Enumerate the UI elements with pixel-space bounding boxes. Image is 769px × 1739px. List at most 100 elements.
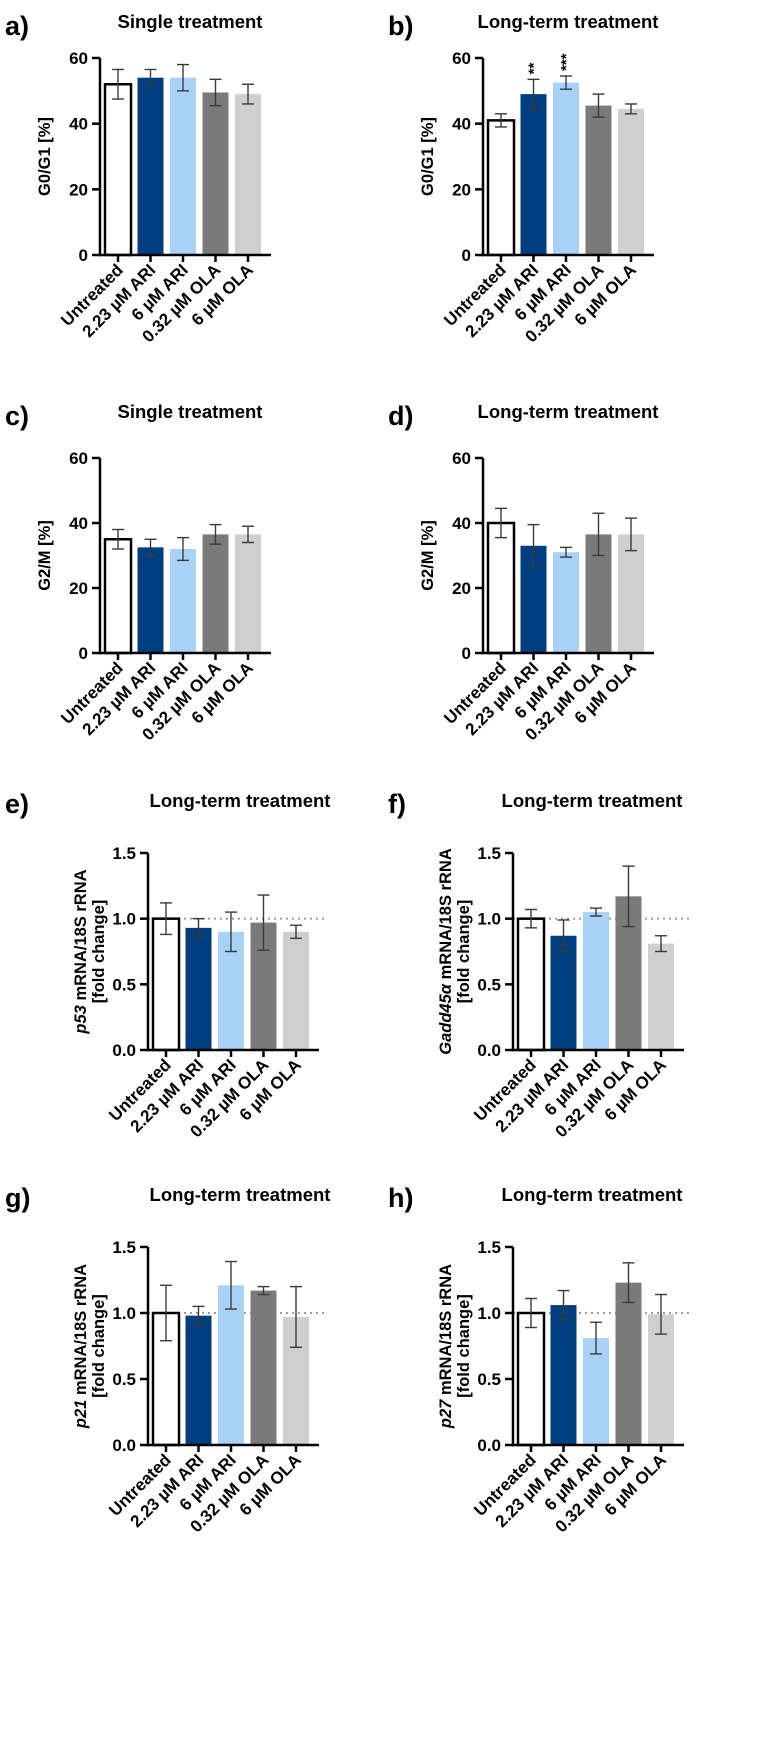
bar bbox=[486, 119, 516, 257]
y-axis-label: G2/M [%] bbox=[419, 520, 437, 591]
y-tick-label: 0.5 bbox=[112, 1370, 136, 1389]
y-tick-label: 60 bbox=[452, 449, 471, 468]
y-tick-label: 1.5 bbox=[112, 1238, 136, 1257]
y-tick-label: 60 bbox=[69, 49, 88, 68]
y-tick-label: 60 bbox=[452, 49, 471, 68]
y-tick-label: 0.0 bbox=[112, 1041, 136, 1060]
y-tick-label: 0 bbox=[79, 246, 88, 265]
y-tick-label: 0.0 bbox=[477, 1436, 501, 1455]
bar bbox=[615, 1282, 642, 1445]
y-tick-label: 1.5 bbox=[477, 1238, 501, 1257]
y-tick-label: 60 bbox=[69, 449, 88, 468]
panel-label: f) bbox=[388, 789, 406, 819]
bar bbox=[516, 1311, 546, 1447]
bar bbox=[516, 917, 546, 1052]
panel-label: d) bbox=[388, 401, 413, 431]
y-axis-label-unit: [fold change] bbox=[455, 900, 473, 1004]
y-tick-label: 20 bbox=[452, 579, 471, 598]
bar bbox=[137, 547, 164, 653]
bar bbox=[235, 94, 261, 255]
y-axis-label-rest: mRNA/18S rRNA bbox=[437, 848, 455, 984]
y-tick-label: 1.0 bbox=[112, 1304, 136, 1323]
bar bbox=[553, 82, 579, 255]
y-tick-label: 1.5 bbox=[112, 844, 136, 863]
y-axis-label: p27 mRNA/18S rRNA bbox=[437, 1264, 455, 1429]
bar bbox=[550, 1305, 577, 1445]
bar bbox=[250, 1290, 277, 1445]
bar bbox=[583, 1338, 609, 1445]
chart-title: Single treatment bbox=[118, 11, 263, 32]
chart-title: Long-term treatment bbox=[502, 1184, 683, 1205]
bar bbox=[103, 538, 133, 655]
chart-title: Long-term treatment bbox=[150, 790, 331, 811]
y-tick-label: 20 bbox=[69, 180, 88, 199]
bar bbox=[520, 94, 547, 255]
chart-title: Long-term treatment bbox=[478, 401, 659, 422]
bar bbox=[170, 549, 196, 653]
y-axis-label-gene: p53 bbox=[72, 1005, 90, 1034]
bar bbox=[553, 552, 579, 653]
y-tick-label: 0 bbox=[462, 644, 471, 663]
y-tick-label: 20 bbox=[452, 180, 471, 199]
chart-panel-e: e) Long-term treatment p53 mRNA/18S rRNA [f… bbox=[5, 789, 330, 1141]
y-axis-label: G2/M [%] bbox=[36, 520, 54, 591]
y-tick-label: 40 bbox=[69, 115, 88, 134]
bar bbox=[137, 77, 164, 255]
chart-title: Long-term treatment bbox=[502, 790, 683, 811]
bar bbox=[283, 931, 309, 1050]
y-tick-label: 1.0 bbox=[112, 910, 136, 929]
panel-label: b) bbox=[388, 11, 413, 41]
y-tick-label: 0.0 bbox=[477, 1041, 501, 1060]
y-axis-label-rest: mRNA/18S rRNA bbox=[72, 869, 90, 1005]
bar bbox=[185, 1315, 212, 1445]
bar bbox=[648, 1314, 674, 1445]
bar bbox=[618, 108, 644, 256]
y-tick-label: 40 bbox=[452, 115, 471, 134]
y-axis-label: G0/G1 [%] bbox=[36, 117, 54, 196]
y-axis-label-unit: [fold change] bbox=[90, 900, 108, 1004]
y-axis-label: Gadd45α mRNA/18S rRNA bbox=[437, 848, 455, 1055]
chart-title: Single treatment bbox=[118, 401, 263, 422]
y-axis-label-gene: p21 bbox=[72, 1400, 90, 1429]
y-tick-label: 1.0 bbox=[477, 1304, 501, 1323]
y-tick-label: 0.0 bbox=[112, 1436, 136, 1455]
y-axis-label-gene: Gadd45α bbox=[437, 983, 455, 1055]
y-axis-label-unit: [fold change] bbox=[455, 1294, 473, 1398]
significance-label: ** bbox=[526, 63, 543, 75]
bar bbox=[618, 534, 644, 653]
bar bbox=[151, 917, 181, 1052]
chart-title: Long-term treatment bbox=[478, 11, 659, 32]
y-tick-label: 1.5 bbox=[477, 844, 501, 863]
bar bbox=[486, 521, 516, 655]
bar bbox=[585, 105, 612, 255]
y-axis-label: p21 mRNA/18S rRNA bbox=[72, 1264, 90, 1429]
y-axis-label-rest: mRNA/18S rRNA bbox=[437, 1264, 455, 1400]
y-tick-label: 40 bbox=[69, 514, 88, 533]
bar bbox=[103, 83, 133, 257]
y-axis-label: p53 mRNA/18S rRNA bbox=[72, 869, 90, 1034]
panel-label: c) bbox=[5, 401, 29, 431]
y-tick-label: 0.5 bbox=[477, 1370, 501, 1389]
y-axis-label-gene: p27 bbox=[437, 1399, 455, 1429]
bar bbox=[185, 927, 212, 1050]
y-tick-label: 0 bbox=[79, 644, 88, 663]
y-axis-label-rest: mRNA/18S rRNA bbox=[72, 1264, 90, 1400]
bar bbox=[550, 935, 577, 1050]
bar bbox=[583, 912, 609, 1050]
y-tick-label: 0 bbox=[462, 246, 471, 265]
panel-label: e) bbox=[5, 789, 29, 819]
bar bbox=[648, 943, 674, 1050]
bar bbox=[170, 77, 196, 255]
chart-panel-h: h) Long-term treatment p27 mRNA/18S rRNA [f… bbox=[388, 1183, 692, 1536]
panel-label: a) bbox=[5, 11, 29, 41]
panel-label: h) bbox=[388, 1183, 413, 1213]
y-tick-label: 1.0 bbox=[477, 910, 501, 929]
chart-title: Long-term treatment bbox=[150, 1184, 331, 1205]
y-tick-label: 0.5 bbox=[477, 975, 501, 994]
bar bbox=[218, 1285, 244, 1445]
chart-panel-g: g) Long-term treatment p21 mRNA/18S rRNA [f… bbox=[5, 1183, 330, 1536]
